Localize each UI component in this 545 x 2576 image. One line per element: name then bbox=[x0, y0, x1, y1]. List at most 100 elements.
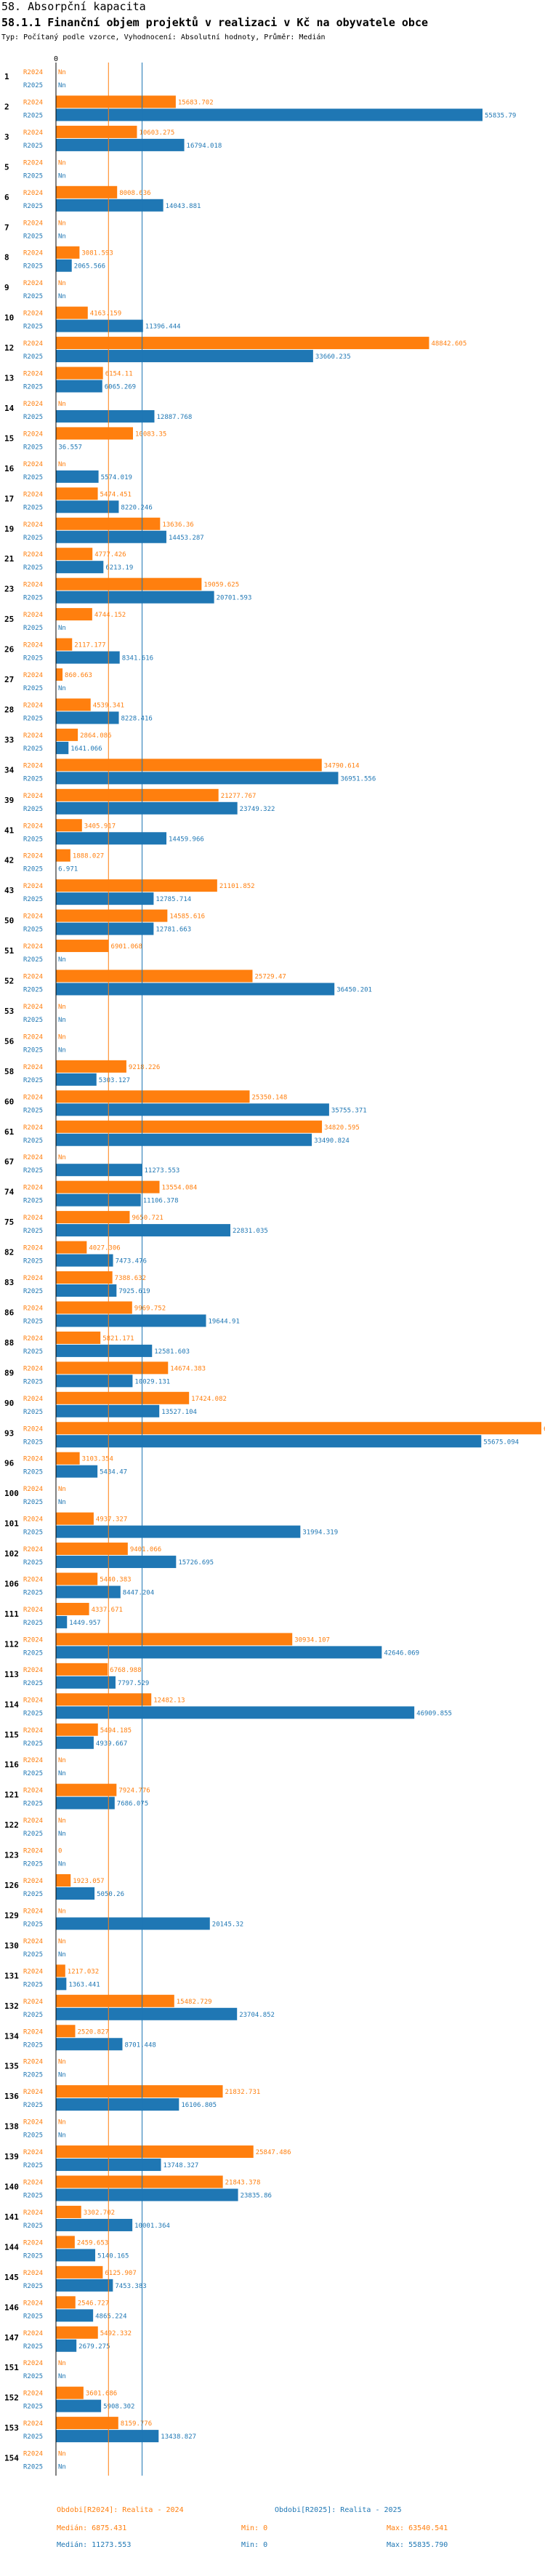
value-label-r2024: 2520.827 bbox=[78, 2028, 109, 2036]
series-label-r2025: R2025 bbox=[23, 1649, 43, 1657]
value-label-r2025: 7686.075 bbox=[117, 1801, 148, 1808]
value-label-r2024: 3405.917 bbox=[84, 823, 116, 830]
value-label-r2024: 3081.593 bbox=[81, 250, 113, 257]
category-label: 82 bbox=[4, 1248, 14, 1257]
series-label-r2024: R2024 bbox=[23, 1667, 43, 1674]
bar-r2024 bbox=[56, 2025, 76, 2038]
bar-r2025 bbox=[56, 1646, 382, 1659]
value-label-r2025: 11273.553 bbox=[145, 1167, 180, 1175]
value-label-r2024: 34790.614 bbox=[324, 762, 360, 769]
series-label-r2025: R2025 bbox=[23, 1740, 43, 1748]
bar-r2025 bbox=[56, 922, 154, 935]
bar-r2024 bbox=[56, 427, 134, 440]
value-label-r2025: 55835.79 bbox=[485, 112, 516, 119]
series-label-r2025: R2025 bbox=[23, 1258, 43, 1265]
bar-r2024 bbox=[56, 367, 103, 380]
series-label-r2025: R2025 bbox=[23, 203, 43, 210]
category-label: 9 bbox=[4, 283, 9, 292]
value-label-r2025: 8220.246 bbox=[121, 504, 152, 511]
series-label-r2024: R2024 bbox=[23, 823, 43, 830]
series-label-r2025: R2025 bbox=[23, 1710, 43, 1717]
value-label-r2025: 5434.47 bbox=[100, 1469, 127, 1476]
value-label-r2025: 8701.448 bbox=[124, 2041, 156, 2049]
bar-r2025 bbox=[56, 1917, 210, 1930]
series-label-r2025: R2025 bbox=[23, 1831, 43, 1838]
series-label-r2024: R2024 bbox=[23, 1094, 43, 1101]
bar-r2025 bbox=[56, 1676, 116, 1689]
value-label-r2024: Nn bbox=[58, 1817, 66, 1825]
series-label-r2024: R2024 bbox=[23, 883, 43, 890]
value-label-r2024: 9969.752 bbox=[134, 1305, 166, 1312]
legend-r2025-min: Min: 0 bbox=[241, 2541, 268, 2549]
category-label: 152 bbox=[4, 2393, 19, 2403]
value-label-r2024: 6125.907 bbox=[105, 2270, 136, 2277]
series-label-r2024: R2024 bbox=[23, 853, 43, 860]
category-label: 115 bbox=[4, 1730, 19, 1740]
value-label-r2025: Nn bbox=[58, 1499, 66, 1506]
series-label-r2024: R2024 bbox=[23, 491, 43, 498]
series-label-r2024: R2024 bbox=[23, 1004, 43, 1011]
value-label-r2025: 14043.881 bbox=[166, 203, 201, 210]
series-label-r2024: R2024 bbox=[23, 732, 43, 740]
series-label-r2025: R2025 bbox=[23, 172, 43, 180]
bar-r2024 bbox=[56, 2236, 75, 2249]
bar-r2024 bbox=[56, 1602, 89, 1615]
value-label-r2025: 36450.201 bbox=[336, 987, 372, 994]
value-label-r2024: Nn bbox=[58, 2119, 66, 2127]
category-label: 90 bbox=[4, 1399, 14, 1408]
value-label-r2024: Nn bbox=[58, 1908, 66, 1915]
value-label-r2024: 6154.11 bbox=[105, 371, 133, 378]
value-label-r2025: Nn bbox=[58, 1831, 66, 1838]
bar-r2024 bbox=[56, 1301, 132, 1314]
value-label-r2024: 4163.159 bbox=[90, 311, 121, 318]
series-label-r2024: R2024 bbox=[23, 1727, 43, 1735]
value-label-r2025: 7473.476 bbox=[116, 1258, 147, 1265]
value-label-r2024: 8159.776 bbox=[121, 2420, 152, 2428]
category-label: 7 bbox=[4, 223, 9, 232]
bar-r2025 bbox=[56, 2098, 179, 2111]
bar-r2024 bbox=[56, 1241, 87, 1254]
series-label-r2024: R2024 bbox=[23, 371, 43, 378]
value-label-r2025: 16106.805 bbox=[181, 2102, 217, 2109]
value-label-r2024: 1923.057 bbox=[73, 1878, 104, 1885]
bar-r2025 bbox=[56, 2218, 133, 2231]
category-label: 15 bbox=[4, 433, 14, 443]
value-label-r2024: 5492.332 bbox=[100, 2330, 132, 2337]
bar-r2025 bbox=[56, 2249, 96, 2262]
value-label-r2025: 12785.714 bbox=[156, 896, 191, 903]
category-label: 60 bbox=[4, 1097, 14, 1106]
series-label-r2024: R2024 bbox=[23, 129, 43, 137]
value-label-r2025: Nn bbox=[58, 1951, 66, 1959]
category-label: 101 bbox=[4, 1519, 19, 1529]
value-label-r2025: 8228.416 bbox=[121, 715, 153, 722]
category-label: 131 bbox=[4, 1971, 19, 1980]
value-label-r2024: Nn bbox=[58, 2360, 66, 2367]
bar-r2025 bbox=[56, 1103, 329, 1116]
value-label-r2025: 23835.86 bbox=[241, 2193, 272, 2200]
category-label: 122 bbox=[4, 1820, 19, 1830]
category-label: 52 bbox=[4, 977, 14, 986]
series-label-r2024: R2024 bbox=[23, 190, 43, 197]
bar-r2024 bbox=[56, 1723, 98, 1736]
bar-r2024 bbox=[56, 1633, 293, 1646]
bar-r2024 bbox=[56, 849, 70, 862]
value-label-r2025: 19644.91 bbox=[209, 1318, 240, 1325]
value-label-r2024: 7924.776 bbox=[118, 1788, 150, 1795]
category-label: 140 bbox=[4, 2183, 19, 2192]
series-label-r2025: R2025 bbox=[23, 2313, 43, 2320]
value-label-r2024: 17424.082 bbox=[191, 1396, 227, 1403]
series-label-r2025: R2025 bbox=[23, 2404, 43, 2411]
series-label-r2025: R2025 bbox=[23, 2283, 43, 2290]
series-label-r2025: R2025 bbox=[23, 1077, 43, 1084]
series-label-r2025: R2025 bbox=[23, 1981, 43, 1988]
value-label-r2024: Nn bbox=[58, 2059, 66, 2066]
series-label-r2025: R2025 bbox=[23, 324, 43, 331]
series-label-r2024: R2024 bbox=[23, 2360, 43, 2367]
bar-r2025 bbox=[56, 1284, 117, 1297]
bar-r2025 bbox=[56, 350, 313, 363]
series-label-r2024: R2024 bbox=[23, 1516, 43, 1524]
series-label-r2025: R2025 bbox=[23, 384, 43, 391]
bar-r2024 bbox=[56, 1060, 126, 1073]
value-label-r2024: 14674.383 bbox=[170, 1365, 206, 1372]
value-label-r2024: 8008.636 bbox=[119, 190, 150, 197]
